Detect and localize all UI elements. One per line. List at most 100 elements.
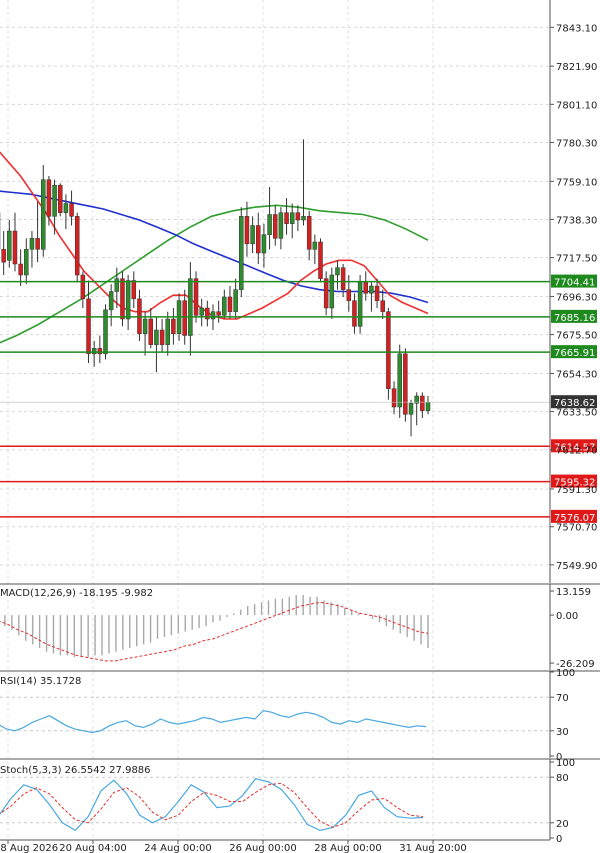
candle-body: [374, 285, 380, 301]
rsi-line: [0, 709, 427, 734]
macd-panel: 13.159 0.00 -26.209 MACD(12,26,9) -18.195 …: [0, 583, 600, 670]
rsi-axis: 100 70 30 0: [550, 668, 575, 763]
candle-body: [267, 214, 272, 235]
time-tick-label: 28 Aug 00:00: [314, 843, 381, 853]
support-level-label: 7704.41: [554, 278, 595, 289]
candle-body: [35, 238, 40, 250]
candle-body: [24, 249, 29, 276]
stoch-tick-label: 20: [556, 819, 569, 830]
current-price-label-bg: [551, 395, 597, 409]
macd-tick-label: 13.159: [556, 587, 591, 598]
stoch-k-path: [0, 778, 424, 832]
candle-body: [171, 318, 176, 334]
price-tick-label: 7738.30: [556, 215, 597, 226]
stoch-title: Stoch(5,3,3) 26.5542 27.9886: [0, 765, 151, 776]
candle-body: [369, 285, 374, 294]
candle-body: [346, 289, 352, 301]
rsi-tick-label: 30: [556, 727, 569, 738]
candle-body: [239, 216, 244, 290]
macd-histogram: [4, 594, 429, 658]
candle-body: [227, 296, 233, 312]
candle-body: [154, 329, 159, 345]
stoch-grid: [0, 776, 550, 824]
candle-body: [329, 274, 335, 309]
support-level-label-bg: [551, 309, 597, 323]
macd-tick-label: -26.209: [556, 659, 595, 670]
stoch-axis: 100 80 20 0: [550, 758, 575, 845]
support-level-label-bg: [551, 345, 597, 359]
candle-body: [46, 179, 52, 217]
candle-body: [391, 388, 397, 408]
candle-body: [256, 225, 261, 254]
price-tick-label: 7821.90: [556, 62, 597, 73]
rsi-title: RSI(14) 35.1728: [0, 676, 81, 687]
candle-body: [108, 291, 114, 311]
candle-body: [408, 403, 414, 415]
price-axis: 7843.10 7821.90 7801.10 7780.30 7759.10 7738.…: [550, 23, 597, 572]
candle-body: [69, 203, 74, 217]
price-grid: [0, 0, 550, 840]
stoch-d-path: [0, 782, 424, 828]
macd-axis: 13.159 0.00 -26.209: [550, 587, 595, 670]
rsi-tick-label: 100: [556, 668, 575, 679]
price-tick-label: 7801.10: [556, 100, 597, 111]
candle-body: [380, 300, 385, 312]
candle-body: [306, 216, 312, 250]
price-tick-label: 7570.70: [556, 523, 597, 534]
candle-body: [142, 318, 148, 334]
current-price-label: 7638.62: [554, 398, 595, 409]
price-tick-label: 7591.30: [556, 485, 597, 496]
support-level-label: 7665.91: [554, 348, 595, 359]
time-tick-label: 31 Aug 20:00: [399, 843, 466, 853]
rsi-tick-label: 70: [556, 693, 569, 704]
ma-blue-path: [0, 190, 429, 304]
candle-body: [352, 300, 357, 327]
candle-body: [301, 216, 306, 221]
candle-body: [425, 401, 431, 411]
candle-body: [216, 311, 221, 316]
candle-body: [114, 278, 120, 292]
price-levels: 7704.41 7685.16 7665.91 7614.57 7595.32 7576.…: [0, 274, 597, 524]
candle-body: [63, 203, 69, 213]
candle-body: [86, 298, 91, 355]
macd-tick-label: 0.00: [556, 611, 578, 622]
rsi-grid: [0, 696, 550, 732]
candle-body: [244, 216, 250, 245]
ma-green-line: [0, 204, 429, 344]
price-tick-label: 7675.50: [556, 331, 597, 342]
price-tick-label: 7654.30: [556, 369, 597, 380]
rsi-path: [0, 709, 427, 734]
candle-body: [193, 278, 199, 316]
price-tick-label: 7549.90: [556, 561, 597, 572]
stoch-tick-label: 100: [556, 758, 575, 769]
candle-body: [318, 241, 323, 279]
price-panel: 7704.41 7685.16 7665.91 7614.57 7595.32 7576.…: [0, 0, 597, 840]
price-tick-label: 7843.10: [556, 23, 597, 34]
time-axis: 18 Aug 2026 20 Aug 04:00 24 Aug 00:00 26 Au…: [0, 840, 467, 853]
candle-body: [357, 282, 363, 327]
candle-body: [278, 212, 284, 239]
stoch-tick-label: 0: [556, 834, 562, 845]
candle-body: [284, 212, 289, 224]
candle-body: [29, 238, 35, 250]
candle-body: [363, 282, 369, 294]
resistance-level-label: 7595.32: [554, 478, 595, 489]
candle-body: [74, 216, 80, 276]
price-tick-label: 7612.70: [556, 446, 597, 457]
macd-signal-line: [0, 601, 429, 662]
time-tick-label: 24 Aug 00:00: [144, 843, 211, 853]
candle-body: [7, 230, 12, 261]
candle-body: [403, 353, 408, 415]
candle-body: [131, 280, 137, 300]
ma-blue-line: [0, 190, 429, 304]
candle-body: [289, 212, 295, 224]
candle-body: [340, 267, 346, 290]
candle-body: [182, 300, 187, 336]
candle-body: [165, 318, 170, 345]
candle-body: [188, 278, 193, 336]
price-tick-label: 7717.50: [556, 254, 597, 265]
time-tick-label: 20 Aug 04:00: [59, 843, 126, 853]
resistance-level-label-bg: [551, 509, 597, 523]
rsi-tick-label: 0: [556, 752, 562, 763]
